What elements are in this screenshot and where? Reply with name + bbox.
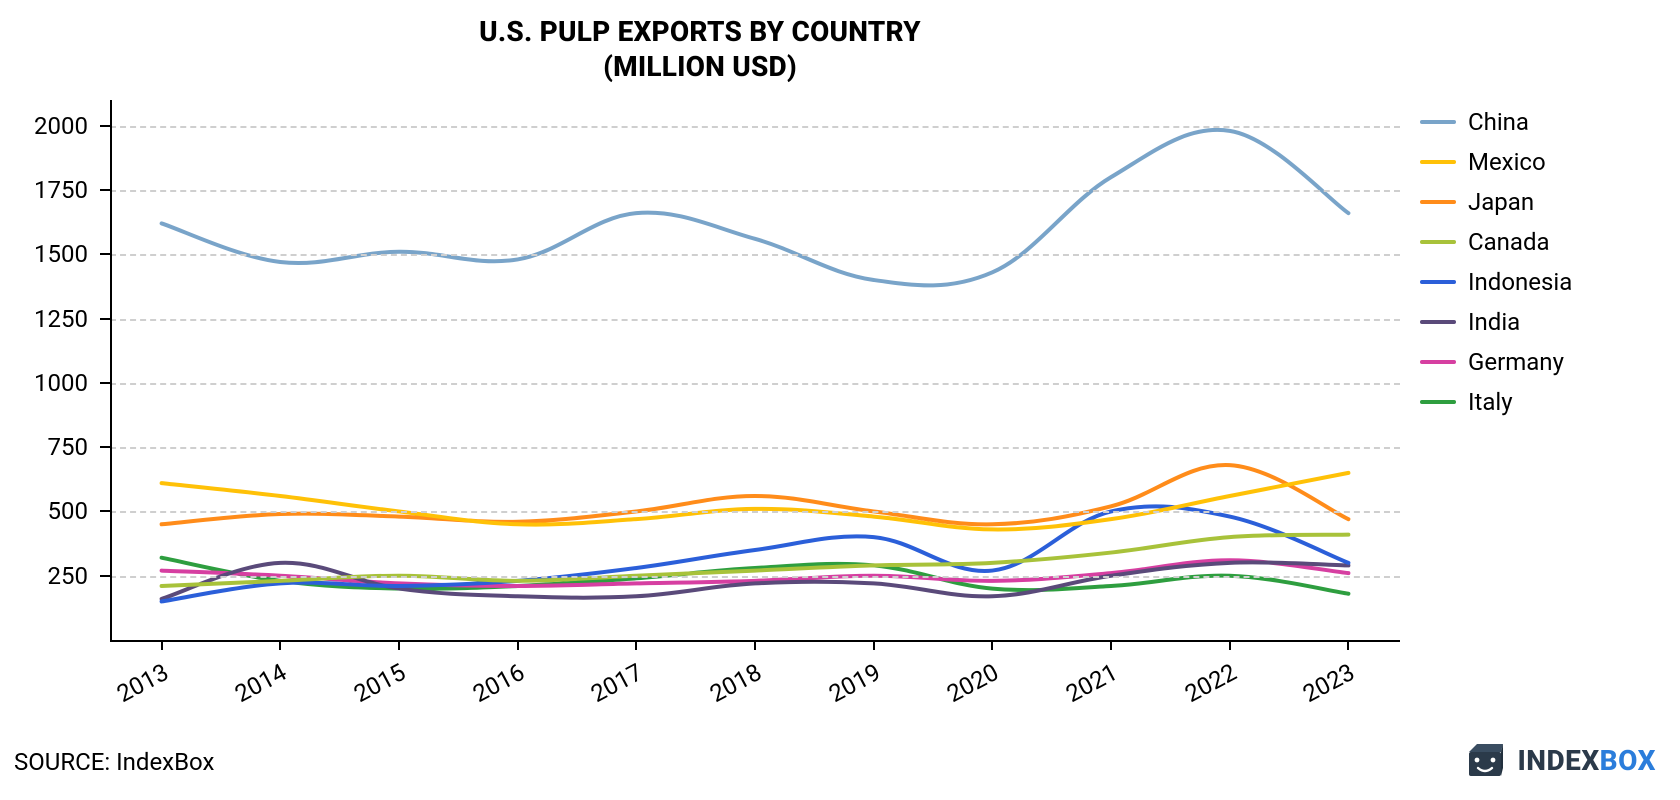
- y-tick-label: 1750: [34, 176, 110, 204]
- gridline: [110, 511, 1400, 513]
- legend-swatch: [1420, 120, 1456, 124]
- plot-area: 2505007501000125015001750200020132014201…: [110, 100, 1400, 640]
- x-tick-label: 2016: [468, 658, 529, 708]
- legend-label: Mexico: [1468, 148, 1546, 176]
- x-tick-label: 2015: [349, 658, 410, 708]
- y-tick-label: 250: [48, 562, 110, 590]
- legend-label: Italy: [1468, 388, 1513, 416]
- gridline: [110, 576, 1400, 578]
- x-tick-mark: [635, 640, 637, 650]
- gridline: [110, 126, 1400, 128]
- legend-swatch: [1420, 360, 1456, 364]
- brand-text-dark: INDEX: [1517, 744, 1599, 777]
- legend-item: China: [1420, 104, 1660, 140]
- legend-item: Japan: [1420, 184, 1660, 220]
- series-line: [162, 130, 1349, 285]
- x-tick-mark: [398, 640, 400, 650]
- chart-container: U.S. PULP EXPORTS BY COUNTRY (MILLION US…: [0, 0, 1680, 800]
- legend-label: Canada: [1468, 228, 1550, 256]
- x-tick-label: 2019: [824, 658, 885, 708]
- legend-label: Indonesia: [1468, 268, 1572, 296]
- x-tick-mark: [991, 640, 993, 650]
- legend-swatch: [1420, 160, 1456, 164]
- gridline: [110, 254, 1400, 256]
- legend-label: China: [1468, 108, 1529, 136]
- x-tick-label: 2013: [112, 658, 173, 708]
- x-tick-label: 2021: [1061, 658, 1122, 708]
- brand-text-blue: BOX: [1600, 744, 1656, 777]
- chart-title: U.S. PULP EXPORTS BY COUNTRY (MILLION US…: [0, 14, 1400, 84]
- x-tick-label: 2017: [587, 658, 648, 708]
- x-tick-mark: [1347, 640, 1349, 650]
- y-tick-label: 750: [48, 433, 110, 461]
- legend: China Mexico Japan Canada Indonesia India Germ…: [1420, 104, 1660, 424]
- legend-item: Mexico: [1420, 144, 1660, 180]
- source-name: IndexBox: [116, 748, 214, 776]
- x-tick-mark: [1229, 640, 1231, 650]
- legend-swatch: [1420, 400, 1456, 404]
- y-axis: [110, 100, 112, 640]
- legend-item: Canada: [1420, 224, 1660, 260]
- x-tick-label: 2020: [943, 658, 1004, 708]
- gridline: [110, 319, 1400, 321]
- x-tick-label: 2023: [1299, 658, 1360, 708]
- legend-item: Indonesia: [1420, 264, 1660, 300]
- legend-swatch: [1420, 200, 1456, 204]
- chart-title-line1: U.S. PULP EXPORTS BY COUNTRY: [479, 15, 921, 48]
- legend-item: Italy: [1420, 384, 1660, 420]
- y-tick-label: 2000: [34, 112, 110, 140]
- legend-label: Germany: [1468, 348, 1564, 376]
- legend-swatch: [1420, 240, 1456, 244]
- gridline: [110, 383, 1400, 385]
- legend-item: Germany: [1420, 344, 1660, 380]
- legend-item: India: [1420, 304, 1660, 340]
- lines-svg: [110, 100, 1400, 640]
- x-tick-mark: [517, 640, 519, 650]
- y-tick-label: 500: [48, 497, 110, 525]
- y-tick-label: 1000: [34, 369, 110, 397]
- legend-swatch: [1420, 280, 1456, 284]
- series-line: [162, 465, 1349, 524]
- gridline: [110, 190, 1400, 192]
- legend-label: India: [1468, 308, 1520, 336]
- brand-text: INDEXBOX: [1517, 744, 1656, 777]
- gridline: [110, 447, 1400, 449]
- box-icon: [1463, 738, 1507, 782]
- x-tick-label: 2022: [1180, 658, 1241, 708]
- y-tick-label: 1250: [34, 305, 110, 333]
- source-label: SOURCE:: [14, 748, 110, 776]
- brand-logo: INDEXBOX: [1463, 738, 1656, 782]
- legend-label: Japan: [1468, 188, 1534, 216]
- chart-title-line2: (MILLION USD): [603, 50, 797, 83]
- x-tick-mark: [279, 640, 281, 650]
- x-tick-label: 2014: [231, 658, 292, 708]
- source-attribution: SOURCE: IndexBox: [14, 748, 214, 776]
- x-tick-mark: [754, 640, 756, 650]
- x-tick-label: 2018: [705, 658, 766, 708]
- legend-swatch: [1420, 320, 1456, 324]
- y-tick-label: 1500: [34, 240, 110, 268]
- x-tick-mark: [1110, 640, 1112, 650]
- x-tick-mark: [161, 640, 163, 650]
- x-tick-mark: [873, 640, 875, 650]
